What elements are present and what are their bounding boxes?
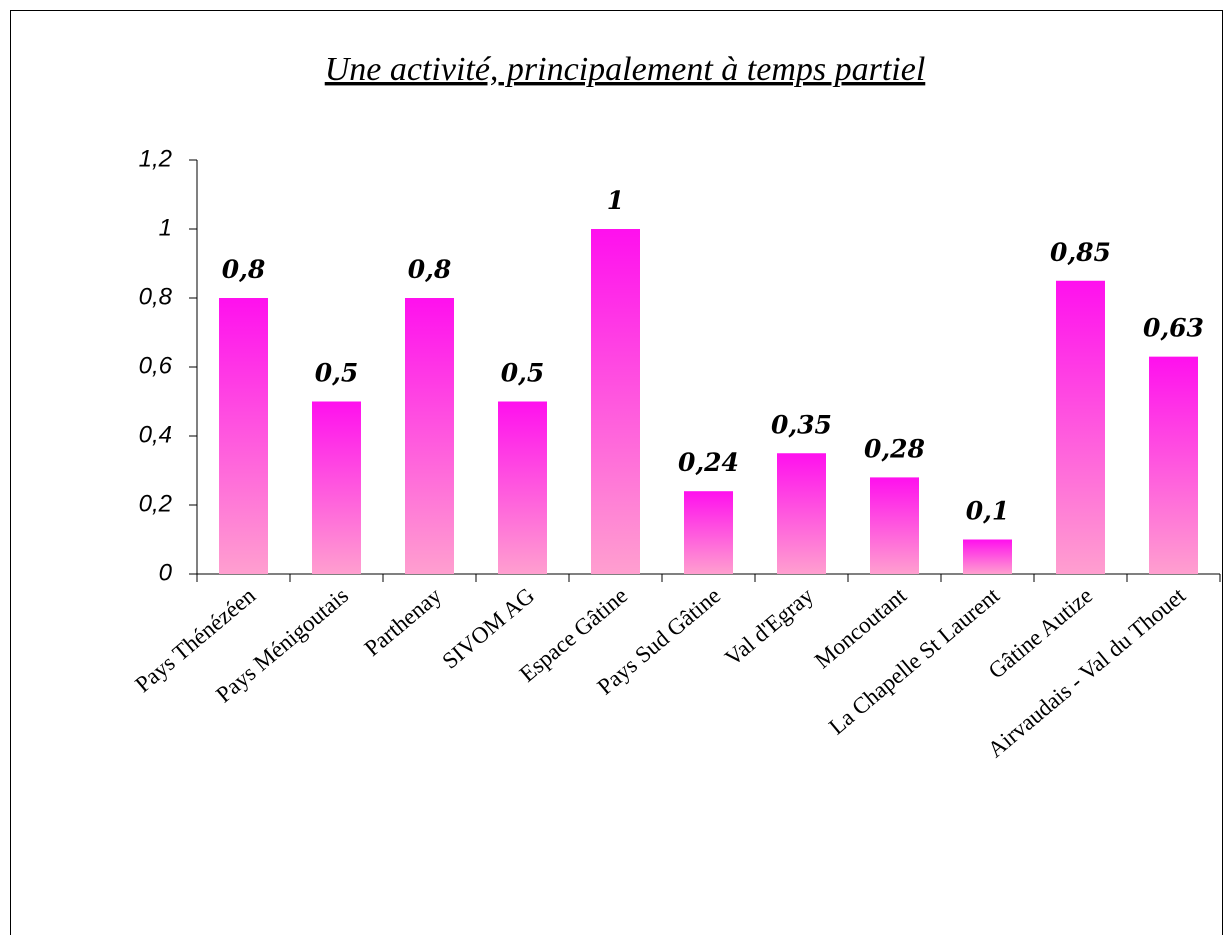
value-label: 0,24 <box>678 448 739 477</box>
value-label: 0,5 <box>315 359 359 388</box>
value-label: 0,8 <box>222 255 266 284</box>
value-label: 0,28 <box>864 434 925 463</box>
bar <box>963 539 1012 574</box>
bar <box>1056 280 1105 574</box>
bar <box>405 298 454 574</box>
value-label: 0,1 <box>966 497 1010 526</box>
y-tick-label: 0 <box>159 559 173 586</box>
value-label: 1 <box>607 186 624 215</box>
chart-title: Une activité, principalement à temps par… <box>325 51 926 88</box>
bar <box>684 491 733 574</box>
bar <box>591 229 640 574</box>
y-tick-label: 0,2 <box>139 490 172 517</box>
bar <box>312 401 361 574</box>
y-tick-label: 1,2 <box>139 145 172 172</box>
bar <box>498 401 547 574</box>
bar <box>1149 356 1198 574</box>
bar <box>870 477 919 574</box>
value-label: 0,85 <box>1050 238 1111 267</box>
y-tick-label: 1 <box>159 214 172 241</box>
value-label: 0,35 <box>771 410 832 439</box>
value-label: 0,8 <box>408 255 452 284</box>
bar <box>219 298 268 574</box>
value-label: 0,63 <box>1143 314 1204 343</box>
value-label: 0,5 <box>501 359 545 388</box>
y-tick-label: 0,4 <box>139 421 172 448</box>
bar <box>777 453 826 574</box>
y-tick-label: 0,6 <box>139 352 173 379</box>
y-tick-label: 0,8 <box>139 283 173 310</box>
